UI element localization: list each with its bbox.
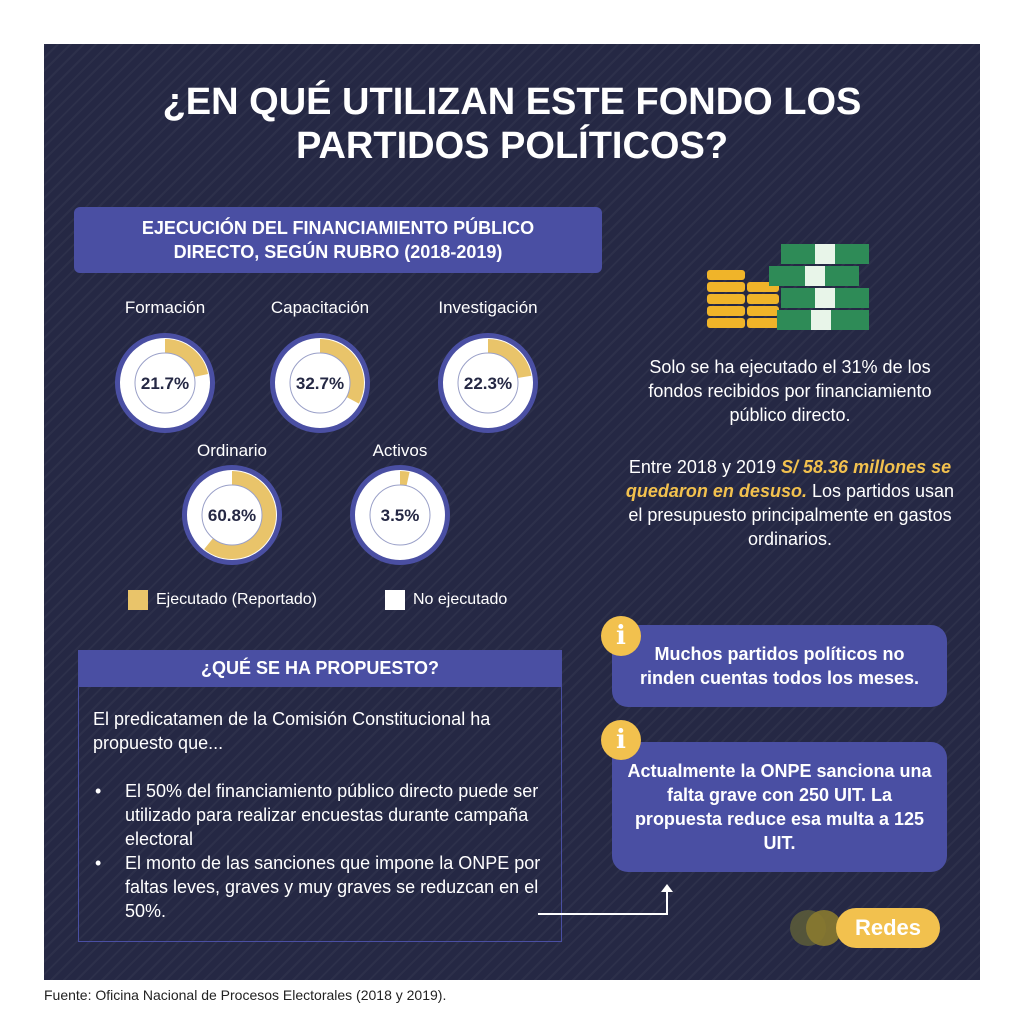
executed-summary: Solo se ha ejecutado el 31% de los fondo… bbox=[648, 357, 932, 425]
money-icon bbox=[707, 244, 869, 330]
donut-label-capacitacion: Capacitación bbox=[270, 298, 370, 317]
info-icon: i bbox=[601, 720, 641, 760]
donut-slice-executed bbox=[121, 339, 209, 427]
donut-slice-executed bbox=[356, 471, 444, 559]
unused-funds-text: Entre 2018 y 2019 S/ 58.36 millones se q… bbox=[620, 455, 960, 551]
section-header: EJECUCIÓN DEL FINANCIAMIENTO PÚBLICO DIR… bbox=[74, 207, 602, 273]
legend-executed: Ejecutado (Reportado) bbox=[128, 590, 317, 610]
proposal-item: El monto de las sanciones que impone la … bbox=[93, 851, 553, 923]
legend-not-executed: No ejecutado bbox=[385, 590, 507, 610]
arrow-icon bbox=[538, 884, 673, 915]
donut-chart-investigacion: 22.3% bbox=[438, 333, 538, 433]
proposal-intro: El predicatamen de la Comisión Constituc… bbox=[93, 709, 491, 753]
info-box-sanction-text: Actualmente la ONPE sanciona una falta g… bbox=[627, 761, 932, 853]
info-box-accountability-text: Muchos partidos políticos no rinden cuen… bbox=[639, 644, 920, 688]
legend-label-not-executed: No ejecutado bbox=[413, 591, 508, 608]
donut-slice-executed bbox=[444, 339, 532, 427]
title-line-2: PARTIDOS POLÍTICOS? bbox=[295, 125, 729, 167]
donut-label-investigacion: Investigación bbox=[438, 298, 538, 317]
donut-hole bbox=[457, 352, 519, 414]
legend-swatch-executed bbox=[128, 590, 148, 610]
donut-chart-ordinario: 60.8% bbox=[182, 465, 282, 565]
donut-value-label: 60.8% bbox=[208, 506, 256, 525]
donut-value-label: 3.5% bbox=[381, 506, 420, 525]
donut-label-formacion: Formación bbox=[124, 298, 206, 317]
redes-logo-icon bbox=[790, 910, 842, 946]
proposal-item: El 50% del financiamiento público direct… bbox=[93, 779, 553, 851]
info-icon: i bbox=[601, 616, 641, 656]
donut-chart-capacitacion: 32.7% bbox=[270, 333, 370, 433]
donut-hole bbox=[289, 352, 351, 414]
donut-value-label: 32.7% bbox=[296, 374, 344, 393]
unused-funds-intro: Entre 2018 y 2019 bbox=[628, 457, 776, 477]
proposal-list: El 50% del financiamiento público direct… bbox=[93, 779, 553, 923]
donut-label-ordinario: Ordinario bbox=[197, 441, 267, 460]
donut-value-label: 21.7% bbox=[141, 374, 189, 393]
donut-hole bbox=[201, 484, 263, 546]
section-header-line-1: EJECUCIÓN DEL FINANCIAMIENTO PÚBLICO bbox=[141, 218, 535, 238]
legend-swatch-not-executed bbox=[385, 590, 405, 610]
section-header-line-2: DIRECTO, SEGÚN RUBRO (2018-2019) bbox=[173, 242, 503, 262]
donut-chart-activos: 3.5% bbox=[350, 465, 450, 565]
source-note: Fuente: Oficina Nacional de Procesos Ele… bbox=[44, 987, 447, 1003]
info-box-accountability: Muchos partidos políticos no rinden cuen… bbox=[612, 625, 947, 707]
legend-label-executed: Ejecutado (Reportado) bbox=[156, 591, 317, 608]
proposal-header: ¿QUÉ SE HA PROPUESTO? bbox=[78, 650, 562, 687]
donut-hole bbox=[134, 352, 196, 414]
donut-slice-executed bbox=[188, 471, 276, 559]
brand-logo: Redes bbox=[836, 908, 940, 948]
donut-chart-formacion: 21.7% bbox=[115, 333, 215, 433]
page-title: ¿EN QUÉ UTILIZAN ESTE FONDO LOS PARTIDOS… bbox=[0, 80, 1024, 168]
unused-funds-outro: Los partidos usan el presupuesto princip… bbox=[628, 481, 955, 549]
title-line-1: ¿EN QUÉ UTILIZAN ESTE FONDO LOS bbox=[162, 81, 862, 123]
info-box-sanction: Actualmente la ONPE sanciona una falta g… bbox=[612, 742, 947, 872]
donut-slice-executed bbox=[276, 339, 364, 427]
donut-value-label: 22.3% bbox=[464, 374, 512, 393]
donut-hole bbox=[369, 484, 431, 546]
unused-funds-highlight: S/ 58.36 millones se quedaron en desuso. bbox=[625, 457, 952, 501]
donut-label-activos: Activos bbox=[372, 441, 428, 460]
